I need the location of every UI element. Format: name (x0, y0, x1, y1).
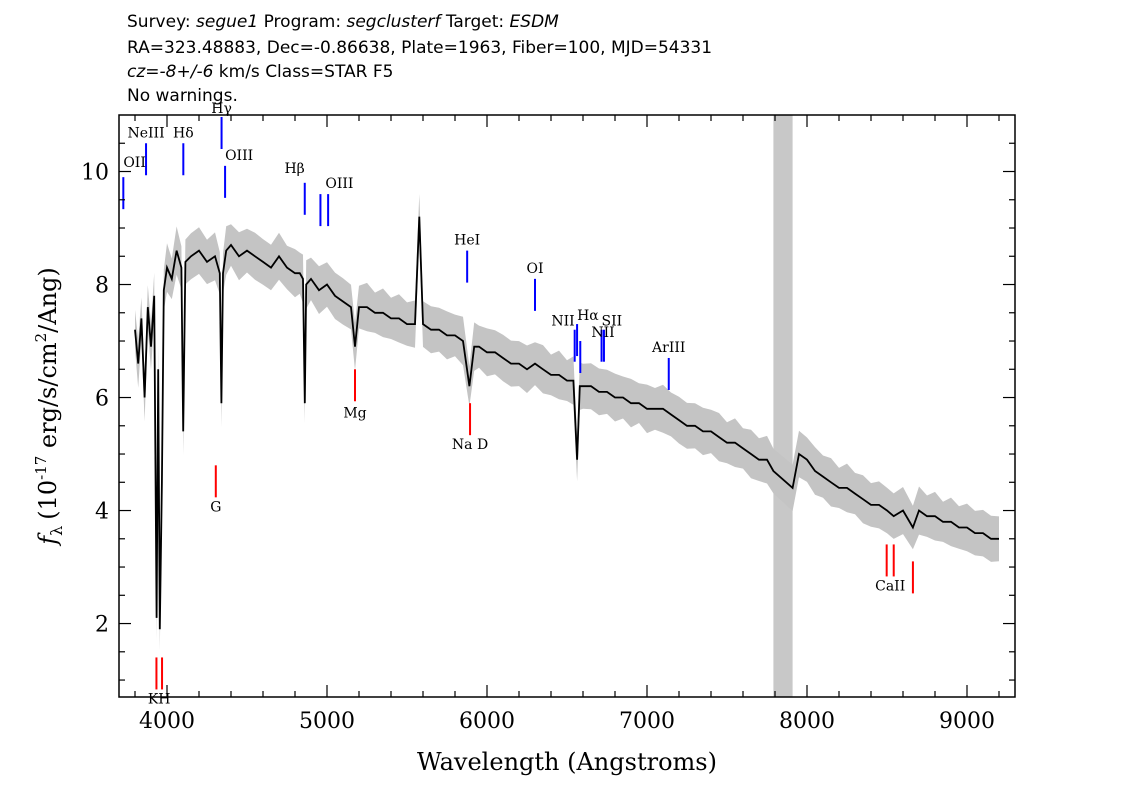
plot-frame (118, 114, 1016, 698)
y-tick-label: 8 (95, 274, 109, 299)
y-tick-label: 6 (95, 387, 109, 412)
emission-line-label: Hα (577, 308, 599, 324)
x-tick-label: 8000 (779, 709, 835, 734)
target-value: ESDM (509, 12, 559, 32)
header-line-2: RA=323.48883, Dec=-0.86638, Plate=1963, … (127, 38, 712, 58)
x-tick-label: 9000 (939, 709, 995, 734)
y-tick-label: 10 (81, 161, 109, 186)
emission-line-label: HeI (454, 233, 480, 249)
y-axis-label-sub: λ (47, 526, 66, 536)
emission-line-label: OII (123, 155, 146, 171)
y-axis-label-end: /Ang) (34, 267, 62, 333)
header-line-3: cz=-8+/-6 km/s Class=STAR F5 (127, 62, 393, 82)
emission-line-label: OIII (225, 148, 253, 164)
absorption-line-label: Na D (452, 437, 488, 453)
y-tick-label: 4 (95, 500, 109, 525)
emission-line-label: NII (551, 314, 574, 330)
masked-region (773, 115, 793, 697)
absorption-line-label: G (210, 499, 221, 515)
survey-label: Survey: (127, 12, 191, 32)
coordinates-text: RA=323.48883, Dec=-0.86638, Plate=1963, … (127, 38, 713, 58)
x-tick-label: 5000 (299, 709, 355, 734)
program-value: segclusterf (346, 12, 441, 32)
emission-line-label: SII (602, 314, 623, 330)
target-label: Target: (445, 12, 505, 32)
plot-area (134, 115, 999, 697)
emission-line-label: ArIII (651, 340, 685, 356)
class-text: km/s Class=STAR F5 (213, 62, 394, 82)
emission-line-label: NeIII (127, 125, 164, 141)
y-axis-label-exp: -17 (32, 456, 50, 480)
x-tick-label: 7000 (619, 709, 675, 734)
emission-line-label: NII (591, 325, 614, 341)
survey-value: segue1 (196, 12, 259, 32)
cz-value: -8+/-6 (159, 62, 214, 82)
y-axis-label: fλ(10-17 erg/s/cm2/Ang) (32, 267, 66, 547)
header-line-4: No warnings. (127, 86, 238, 106)
emission-line-label: Hγ (211, 101, 232, 117)
warnings-text: No warnings. (127, 86, 238, 106)
x-axis-label: Wavelength (Angstroms) (417, 748, 717, 776)
flux-line (134, 216, 999, 630)
x-tick-label: 6000 (459, 709, 515, 734)
y-tick-label: 2 (95, 613, 109, 638)
emission-line-label: OIII (325, 176, 353, 192)
absorption-line-label: Mg (343, 405, 366, 421)
cz-label: cz= (127, 62, 160, 82)
program-label: Program: (263, 12, 342, 32)
y-axis-label-tail: erg/s/cm (34, 342, 62, 456)
absorption-line-label: CaII (875, 578, 905, 594)
emission-line-label: Hδ (173, 125, 194, 141)
emission-line-label: OI (526, 261, 543, 277)
y-axis-label-units: (10 (34, 480, 62, 520)
y-axis-label-exp2: 2 (32, 333, 50, 343)
x-tick-label: 4000 (139, 709, 195, 734)
header-line-1: Survey: segue1 Program: segclusterf Targ… (127, 12, 559, 32)
axes: 4000 5000 6000 7000 8000 9000 2 4 6 8 10 (81, 115, 1015, 734)
emission-line-label: Hβ (284, 161, 304, 177)
absorption-line-label: KH (148, 691, 171, 707)
